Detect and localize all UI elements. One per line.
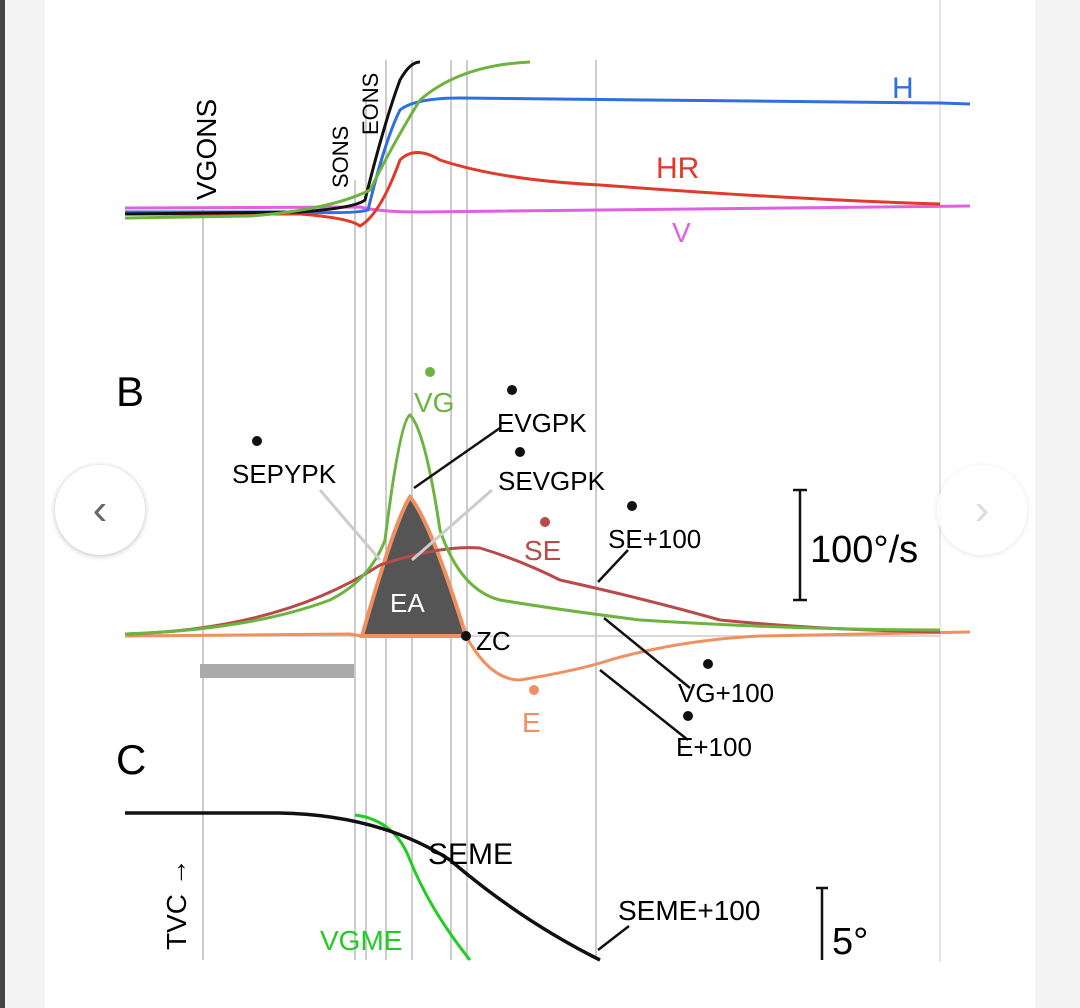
trace-v <box>124 204 971 214</box>
label-eons: EONS <box>358 73 383 135</box>
label-se-100: SE+100 <box>608 524 701 554</box>
window-edge <box>0 0 5 1008</box>
image-viewer <box>45 0 1035 1008</box>
baseline-bar <box>200 664 354 678</box>
label-evgpk: EVGPK <box>497 408 587 438</box>
event-gridlines <box>202 0 941 1008</box>
label-sons: SONS <box>328 126 353 188</box>
chevron-right-icon: › <box>974 485 990 534</box>
trace-vg <box>124 413 941 636</box>
label-seme: SEME <box>428 838 513 871</box>
label-zc: ZC <box>476 626 511 656</box>
label-vg: VG <box>414 387 454 418</box>
label-v: V <box>672 217 691 248</box>
label-seme-100: SEME+100 <box>618 895 760 926</box>
label-sevgpk: SEVGPK <box>498 466 606 496</box>
scale-bar-c <box>816 886 828 960</box>
scale-label-c: 5° <box>832 921 868 963</box>
trace-vg-pos <box>124 60 531 220</box>
label-e: E <box>522 707 541 738</box>
panel-b-label: B <box>116 368 144 415</box>
previous-image-button[interactable]: ‹ <box>55 465 145 555</box>
scale-label-b: 100°/s <box>810 529 918 571</box>
label-se: SE <box>524 535 561 566</box>
chevron-left-icon: ‹ <box>92 485 108 534</box>
trace-seme <box>125 811 601 962</box>
annotation-arrows <box>413 426 691 951</box>
ea-area <box>359 493 469 638</box>
next-image-button[interactable]: › <box>937 465 1027 555</box>
trace-e <box>124 630 971 682</box>
label-vgme: VGME <box>320 925 402 956</box>
label-tvc: TVC → <box>161 858 192 950</box>
label-hr: HR <box>656 152 699 185</box>
trace-se <box>124 546 941 636</box>
label-e-100: E+100 <box>676 732 752 762</box>
label-h: H <box>892 72 914 105</box>
trace-hr <box>125 151 941 228</box>
trace-h <box>125 96 971 215</box>
label-ea: EA <box>390 588 425 618</box>
trace-vgme <box>354 813 472 961</box>
panel-c-label: C <box>116 736 146 783</box>
gray-pointers <box>318 488 493 562</box>
label-vgons: VGONS <box>191 99 222 200</box>
label-vg-100: VG+100 <box>678 678 774 708</box>
scale-bar-b <box>793 488 807 602</box>
trace-black <box>124 60 421 216</box>
label-sepypk: SEPYPK <box>232 459 337 489</box>
